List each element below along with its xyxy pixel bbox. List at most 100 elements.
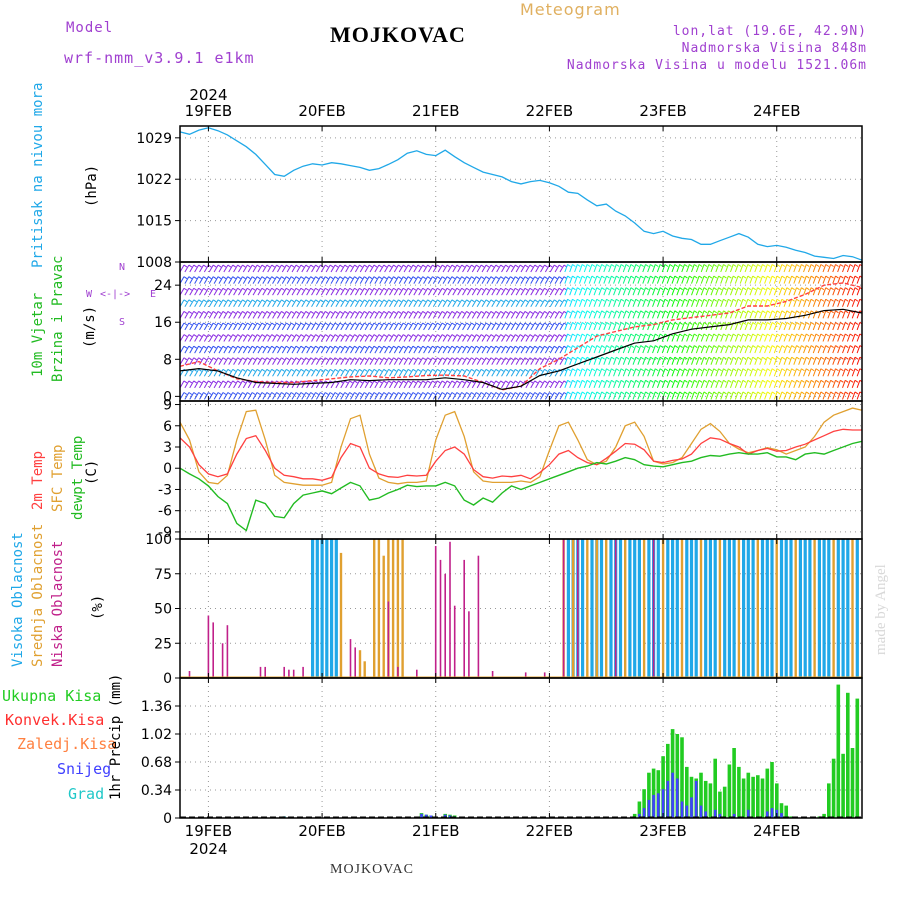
wind-barb <box>398 392 404 400</box>
wind-barb <box>593 368 598 377</box>
wind-barb-flag <box>558 322 563 326</box>
wind-barb-flag <box>427 357 431 361</box>
y-tick-label: 1015 <box>136 214 172 230</box>
wind-barb-flag <box>698 356 703 360</box>
wind-barb <box>710 345 715 354</box>
wind-barb-flag <box>620 391 625 395</box>
wind-barb <box>720 264 724 273</box>
wind-barb <box>301 276 307 284</box>
wind-barb <box>642 345 646 354</box>
wind-barb <box>661 322 666 331</box>
wind-barb-flag <box>840 356 844 360</box>
wind-barb-flag <box>654 368 659 372</box>
wind-barb-flag <box>577 345 581 348</box>
wind-barb <box>228 276 234 284</box>
cloud-bar <box>756 539 759 678</box>
wind-barb-flag <box>203 299 207 303</box>
wind-barb <box>617 380 622 389</box>
wind-barb <box>744 322 749 331</box>
wind-barb <box>544 264 550 273</box>
wind-barb-flag <box>664 310 669 314</box>
wind-barb-flag <box>689 310 693 314</box>
wind-barb-flag <box>446 334 451 337</box>
wind-barb-flag <box>334 392 339 395</box>
wind-barb-flag <box>480 264 485 268</box>
wind-barb-flag <box>373 322 378 326</box>
wind-barb-flag <box>222 392 227 395</box>
wind-barb <box>466 264 472 273</box>
wind-barb-flag <box>437 287 441 291</box>
wind-barb <box>627 345 632 354</box>
wind-barb <box>530 345 536 354</box>
wind-barb-flag <box>689 345 693 348</box>
wind-barb-flag <box>466 357 470 361</box>
wind-barb <box>510 380 516 389</box>
wind-barb <box>710 391 715 400</box>
wind-barb-flag <box>368 276 373 280</box>
wind-barb <box>608 299 612 307</box>
wind-barb-flag <box>752 310 756 314</box>
wind-barb <box>423 264 429 273</box>
wind-barb <box>301 287 307 296</box>
wind-barb <box>408 369 414 377</box>
wind-barb-flag <box>471 299 475 303</box>
wind-barb-flag <box>752 379 756 383</box>
wind-barb-flag <box>432 310 436 314</box>
wind-barb <box>856 264 861 273</box>
wind-barb-flag <box>266 334 271 337</box>
precip-bar <box>846 692 850 818</box>
wind-barb <box>554 287 560 296</box>
wind-barb-flag <box>359 264 363 268</box>
wind-barb-flag <box>290 287 295 291</box>
wind-barb-flag <box>402 357 407 361</box>
wind-barb <box>622 333 627 342</box>
wind-barb <box>656 391 661 400</box>
wind-barb <box>725 345 729 354</box>
wind-barb-flag <box>801 379 805 383</box>
wind-barb-flag <box>630 379 635 383</box>
wind-barb <box>203 369 209 377</box>
wind-barb-flag <box>232 310 236 314</box>
wind-barb <box>744 391 749 400</box>
wind-barb-flag <box>849 287 854 291</box>
wind-barb <box>535 345 541 354</box>
wind-barb <box>311 264 316 273</box>
wind-barb-flag <box>441 357 446 361</box>
wind-barb <box>842 310 846 319</box>
wind-barb <box>398 322 404 331</box>
wind-barb <box>228 287 234 296</box>
wind-barb-flag <box>407 310 412 314</box>
wind-barb-flag <box>539 368 543 372</box>
wind-barb-flag <box>393 345 397 349</box>
wind-barb <box>549 322 555 331</box>
wind-barb <box>778 333 783 342</box>
y-tick-label: 3 <box>163 440 172 456</box>
wind-barb-flag <box>693 368 698 372</box>
precip-bar <box>836 684 841 818</box>
wind-barb <box>598 310 603 319</box>
wind-barb <box>554 276 560 284</box>
y-tick-label: -3 <box>158 482 172 498</box>
wind-barb <box>578 391 583 400</box>
wind-barb <box>812 391 817 400</box>
wind-barb <box>637 287 642 296</box>
precip-bar <box>680 737 684 818</box>
wind-barb <box>228 380 234 389</box>
wind-barb-flag <box>674 379 679 383</box>
wind-barb-flag <box>217 264 222 268</box>
wind-barb <box>320 369 326 377</box>
wind-barb-flag <box>737 298 742 302</box>
wind-barb-flag <box>820 379 825 383</box>
wind-barb <box>730 275 734 284</box>
wind-barb <box>213 264 219 273</box>
wind-barb <box>632 299 637 307</box>
wind-barb <box>759 391 763 400</box>
wind-barb-flag <box>461 380 465 384</box>
wind-barb <box>574 322 578 331</box>
wind-barb <box>554 392 560 400</box>
wind-barb <box>233 334 239 342</box>
wind-barb-flag <box>757 345 761 348</box>
wind-barb <box>832 368 836 377</box>
wind-barb-flag <box>708 356 713 360</box>
wind-barb <box>812 322 817 331</box>
